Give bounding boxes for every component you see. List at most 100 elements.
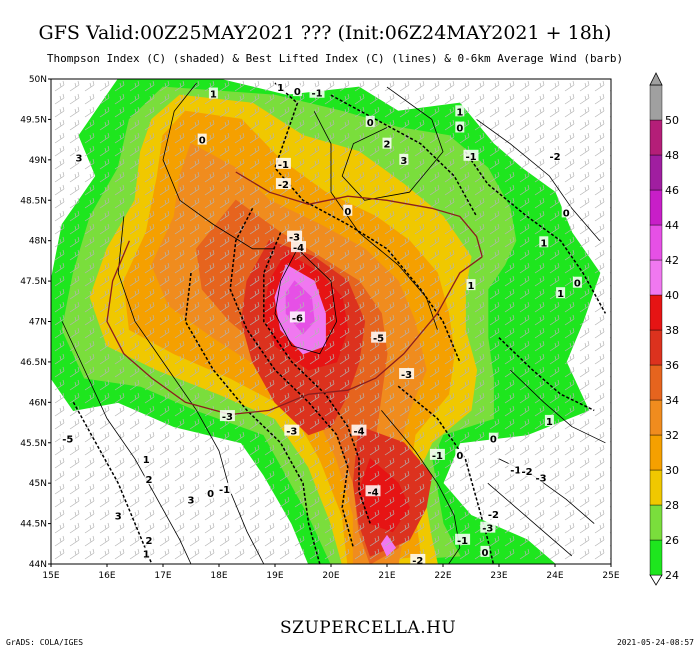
wind-barb <box>309 301 320 313</box>
wind-barb <box>189 366 200 378</box>
wind-barb <box>69 262 80 274</box>
wind-barb <box>594 470 605 482</box>
wind-barb <box>339 444 350 456</box>
wind-barb <box>219 197 230 209</box>
contour-line <box>72 401 153 564</box>
wind-barb <box>534 535 545 547</box>
wind-barb <box>129 340 140 352</box>
contour-label-bg <box>455 533 471 545</box>
wind-barb <box>354 236 365 248</box>
wind-barb <box>324 548 335 560</box>
wind-barb <box>504 288 515 300</box>
wind-barb <box>549 444 560 456</box>
wind-barb <box>339 431 350 443</box>
wind-barb <box>279 210 290 222</box>
colorbar-label: 48 <box>665 149 679 162</box>
wind-barb <box>204 340 215 352</box>
wind-barb <box>54 119 65 131</box>
colorbar-label: 42 <box>665 254 679 267</box>
wind-barb <box>54 548 65 560</box>
contour-label: -5 <box>62 435 73 446</box>
contour-line <box>509 369 606 444</box>
wind-barb <box>69 470 80 482</box>
wind-barb <box>474 119 485 131</box>
wind-barb <box>219 548 230 560</box>
wind-barb <box>114 119 125 131</box>
wind-barb <box>384 314 395 326</box>
wind-barb <box>189 197 200 209</box>
wind-barb <box>489 275 500 287</box>
wind-barb <box>69 496 80 508</box>
wind-barb <box>384 210 395 222</box>
colorbar-swatch <box>649 189 663 226</box>
wind-barb <box>234 379 245 391</box>
wind-barb <box>339 249 350 261</box>
wind-barb <box>249 262 260 274</box>
wind-barb <box>429 431 440 443</box>
wind-barb <box>489 301 500 313</box>
wind-barb <box>84 327 95 339</box>
wind-barb <box>339 275 350 287</box>
wind-barb <box>309 132 320 144</box>
wind-barb <box>204 314 215 326</box>
lon-label: 22E <box>434 571 451 581</box>
wind-barb <box>309 275 320 287</box>
wind-barb <box>144 119 155 131</box>
wind-barb <box>579 106 590 118</box>
contour-label: -3 <box>401 370 412 381</box>
contour-label-bg <box>365 485 381 497</box>
wind-barb <box>279 457 290 469</box>
wind-barb <box>579 171 590 183</box>
contour-label: 1 <box>540 238 547 249</box>
wind-barb <box>54 145 65 157</box>
wind-barb <box>369 223 380 235</box>
wind-barb <box>564 249 575 261</box>
wind-barb <box>219 184 230 196</box>
wind-barb <box>414 496 425 508</box>
colorbar-label: 30 <box>665 464 679 477</box>
wind-barb <box>369 392 380 404</box>
wind-barb <box>234 106 245 118</box>
wind-barb <box>114 444 125 456</box>
wind-barb <box>249 197 260 209</box>
wind-barb <box>429 275 440 287</box>
wind-barb <box>504 314 515 326</box>
wind-barb <box>414 366 425 378</box>
wind-barb <box>384 301 395 313</box>
wind-barb <box>294 106 305 118</box>
wind-barb <box>264 483 275 495</box>
wind-barb <box>444 275 455 287</box>
wind-barb <box>534 197 545 209</box>
wind-barb <box>234 93 245 105</box>
wind-barb <box>204 184 215 196</box>
lon-label: 24E <box>546 571 563 581</box>
wind-barb <box>459 392 470 404</box>
wind-barb <box>459 548 470 560</box>
contour-label-bg <box>382 137 392 149</box>
wind-barb <box>174 496 185 508</box>
wind-barb <box>144 184 155 196</box>
wind-barb <box>549 366 560 378</box>
wind-barb <box>69 288 80 300</box>
wind-barb <box>489 457 500 469</box>
wind-barb <box>279 106 290 118</box>
wind-barb <box>459 522 470 534</box>
wind-barb <box>99 106 110 118</box>
wind-barb <box>444 444 455 456</box>
contour-label-bg <box>463 149 479 161</box>
contour-label-bg <box>351 424 367 436</box>
wind-barb <box>249 301 260 313</box>
wind-barb <box>519 236 530 248</box>
wind-barb <box>99 119 110 131</box>
wind-barb <box>249 483 260 495</box>
wind-barb <box>114 106 125 118</box>
wind-barb <box>384 483 395 495</box>
wind-barb <box>534 301 545 313</box>
wind-barb <box>594 496 605 508</box>
contour-label: 1 <box>143 549 150 560</box>
wind-barb <box>549 509 560 521</box>
wind-barb <box>99 522 110 534</box>
wind-barb <box>294 431 305 443</box>
wind-barb <box>564 392 575 404</box>
wind-barb <box>564 223 575 235</box>
